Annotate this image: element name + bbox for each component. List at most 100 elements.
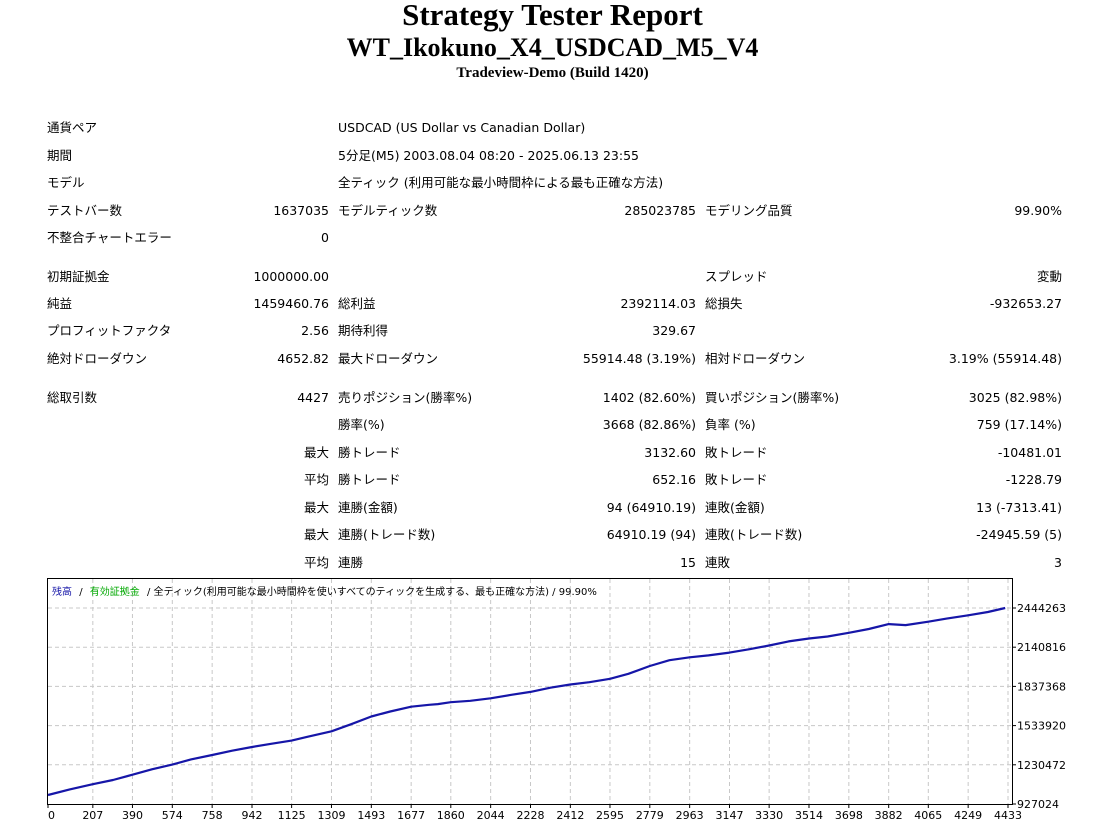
mismatch-label: 不整合チャートエラー	[47, 230, 172, 245]
cons-loss-value: -24945.59 (5)	[976, 527, 1062, 542]
max-drawdown-value: 55914.48 (3.19%)	[582, 351, 696, 366]
x-tick-label: 3147	[716, 809, 744, 821]
loss-rate-value: 759 (17.14%)	[976, 417, 1062, 432]
expected-payoff-label: 期待利得	[338, 323, 389, 338]
y-tick-label: 2444263	[1017, 602, 1066, 615]
y-axis: 927024 1230472 1533920 1837368 2140816 244426…	[1012, 602, 1066, 811]
long-positions-value: 3025 (82.98%)	[968, 390, 1062, 405]
cons-wins-money-label: 連勝(金額)	[338, 500, 398, 515]
ticks-label: モデルティック数	[338, 203, 438, 218]
deposit-label: 初期証拠金	[47, 269, 110, 284]
y-tick-label: 1230472	[1017, 759, 1066, 772]
avg-cons-losses-label: 連敗	[705, 555, 731, 570]
deposit-value: 1000000.00	[253, 269, 329, 284]
largest-word: 最大	[303, 445, 329, 460]
period-label: 期間	[47, 148, 73, 163]
average-word: 平均	[303, 472, 329, 487]
gross-profit-value: 2392114.03	[620, 296, 696, 311]
cons-losses-money-value: 13 (-7313.41)	[976, 500, 1062, 515]
x-tick-label: 1677	[397, 809, 425, 821]
x-tick-label: 1125	[278, 809, 306, 821]
ea-name: WT_Ikokuno_X4_USDCAD_M5_V4	[346, 33, 759, 62]
x-tick-label: 3514	[795, 809, 823, 821]
cons-wins-money-value: 94 (64910.19)	[606, 500, 696, 515]
x-tick-label: 3330	[755, 809, 783, 821]
bars-value: 1637035	[273, 203, 329, 218]
x-tick-label: 942	[241, 809, 262, 821]
chart-grid	[48, 579, 1012, 804]
balance-chart: 927024 1230472 1533920 1837368 2140816 244426…	[47, 578, 1066, 821]
avg-win-label: 勝トレード	[338, 472, 401, 487]
gross-profit-label: 総利益	[338, 296, 376, 311]
cons-profit-label: 連勝(トレード数)	[338, 527, 436, 542]
x-tick-label: 4433	[994, 809, 1022, 821]
avg-cons-wins-value: 15	[680, 555, 696, 570]
cons-loss-label: 連敗(トレード数)	[705, 527, 803, 542]
largest-loss-value: -10481.01	[997, 445, 1062, 460]
avg-loss-label: 敗トレード	[705, 472, 768, 487]
model-label: モデル	[47, 175, 85, 190]
x-tick-label: 2963	[676, 809, 704, 821]
max-cons-count-word: 最大	[303, 527, 329, 542]
x-axis: 0 207 390 574 758 942 1125 1309 1493 1677 1860 2044…	[47, 804, 1022, 821]
model-value: 全ティック (利用可能な最小時間枠による最も正確な方法)	[338, 175, 664, 190]
cons-profit-value: 64910.19 (94)	[606, 527, 696, 542]
report-title: Strategy Tester Report	[402, 0, 703, 32]
rel-drawdown-label: 相対ドローダウン	[705, 351, 806, 366]
profit-factor-label: プロフィットファクタ	[47, 323, 172, 338]
period-value: 5分足(M5) 2003.08.04 08:20 - 2025.06.13 23…	[338, 148, 640, 163]
x-tick-label: 1493	[357, 809, 385, 821]
largest-win-label: 勝トレード	[338, 445, 401, 460]
x-tick-label: 758	[202, 809, 223, 821]
mismatch-value: 0	[321, 230, 329, 245]
x-tick-label: 1860	[437, 809, 465, 821]
avg-cons-word: 平均	[303, 555, 329, 570]
x-tick-label: 2412	[556, 809, 584, 821]
symbol-label: 通貨ペア	[47, 120, 98, 135]
cons-losses-money-label: 連敗(金額)	[705, 500, 765, 515]
symbol-value: USDCAD (US Dollar vs Canadian Dollar)	[338, 120, 586, 135]
x-tick-label: 390	[122, 809, 143, 821]
max-cons-word: 最大	[303, 500, 329, 515]
y-tick-label: 2140816	[1017, 641, 1066, 654]
legend-model: / 全ティック(利用可能な最小時間枠を使いすべてのティックを生成する、最も正確な…	[147, 585, 597, 598]
profit-factor-value: 2.56	[301, 323, 329, 338]
max-drawdown-label: 最大ドローダウン	[338, 351, 439, 366]
x-tick-label: 2228	[516, 809, 544, 821]
long-positions-label: 買いポジション(勝率%)	[705, 390, 840, 405]
y-tick-label: 1533920	[1017, 720, 1066, 733]
y-tick-label: 927024	[1017, 798, 1059, 811]
abs-drawdown-value: 4652.82	[277, 351, 329, 366]
legend-balance: 残高	[52, 585, 72, 598]
gross-loss-label: 総損失	[705, 296, 743, 311]
total-trades-value: 4427	[297, 390, 329, 405]
quality-value: 99.90%	[1014, 203, 1062, 218]
x-tick-label: 3698	[835, 809, 863, 821]
bars-label: テストバー数	[47, 203, 123, 218]
x-tick-label: 207	[82, 809, 103, 821]
legend-equity: 有効証拠金	[90, 585, 140, 598]
spread-value: 変動	[1036, 269, 1062, 284]
net-profit-value: 1459460.76	[253, 296, 329, 311]
avg-win-value: 652.16	[652, 472, 696, 487]
rel-drawdown-value: 3.19% (55914.48)	[948, 351, 1062, 366]
x-tick-label: 2044	[477, 809, 505, 821]
x-tick-label: 4249	[954, 809, 982, 821]
spread-label: スプレッド	[705, 269, 768, 284]
expected-payoff-value: 329.67	[652, 323, 696, 338]
x-tick-label: 1309	[317, 809, 345, 821]
abs-drawdown-label: 絶対ドローダウン	[47, 351, 148, 366]
avg-loss-value: -1228.79	[1005, 472, 1062, 487]
x-tick-label: 3882	[875, 809, 903, 821]
x-tick-label: 2595	[596, 809, 624, 821]
avg-cons-losses-value: 3	[1054, 555, 1062, 570]
avg-cons-wins-label: 連勝	[338, 555, 364, 570]
win-rate-label: 勝率(%)	[338, 417, 385, 432]
largest-win-value: 3132.60	[644, 445, 696, 460]
server-name: Tradeview-Demo (Build 1420)	[456, 65, 649, 81]
gross-loss-value: -932653.27	[989, 296, 1062, 311]
balance-series-line	[47, 606, 1006, 797]
loss-rate-label: 負率 (%)	[705, 417, 756, 432]
chart-legend: 残高 / 有効証拠金 / 全ティック(利用可能な最小時間枠を使いすべてのティック…	[52, 585, 597, 598]
quality-label: モデリング品質	[705, 203, 793, 218]
